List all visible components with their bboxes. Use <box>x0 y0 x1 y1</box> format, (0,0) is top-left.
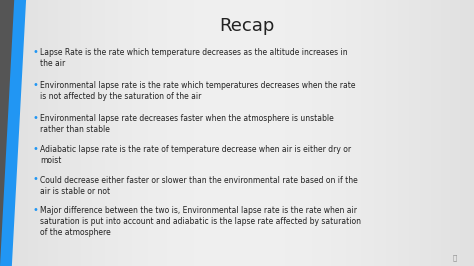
Text: •: • <box>33 80 38 90</box>
Text: •: • <box>33 144 38 154</box>
Text: •: • <box>33 174 38 184</box>
Text: Lapse Rate is the rate which temperature decreases as the altitude increases in
: Lapse Rate is the rate which temperature… <box>40 48 348 68</box>
Text: Major difference between the two is, Environmental lapse rate is the rate when a: Major difference between the two is, Env… <box>40 206 361 237</box>
Polygon shape <box>0 0 26 266</box>
Polygon shape <box>0 0 17 266</box>
Text: •: • <box>33 205 38 215</box>
Text: •: • <box>33 113 38 123</box>
Text: Could decrease either faster or slower than the environmental rate based on if t: Could decrease either faster or slower t… <box>40 176 358 196</box>
Text: Environmental lapse rate is the rate which temperatures decreases when the rate
: Environmental lapse rate is the rate whi… <box>40 81 356 101</box>
Text: Environmental lapse rate decreases faster when the atmosphere is unstable
rather: Environmental lapse rate decreases faste… <box>40 114 334 135</box>
Text: Adiabatic lapse rate is the rate of temperature decrease when air is either dry : Adiabatic lapse rate is the rate of temp… <box>40 145 351 165</box>
Text: •: • <box>33 47 38 57</box>
Text: Recap: Recap <box>219 17 274 35</box>
Polygon shape <box>0 0 9 266</box>
Text: 🔈: 🔈 <box>453 254 457 261</box>
